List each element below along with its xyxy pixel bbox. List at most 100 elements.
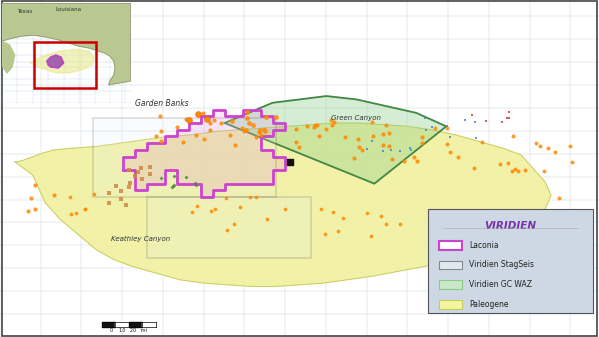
Point [443,123,452,128]
Point [429,126,439,131]
Point [240,128,249,133]
Bar [439,241,462,249]
Point [316,206,326,212]
Point [271,114,281,120]
Point [156,138,166,143]
Point [261,115,271,120]
Point [146,172,155,177]
Point [104,191,114,196]
Point [349,155,359,160]
Point [206,209,216,214]
Point [31,207,40,212]
Point [543,146,553,151]
Polygon shape [2,3,131,85]
Point [504,115,514,121]
Point [252,134,261,140]
Point [357,148,367,153]
Point [353,136,363,142]
Point [367,139,377,144]
Point [326,117,336,123]
Point [221,195,231,200]
Point [259,126,269,131]
Point [216,121,226,126]
Point [329,119,338,125]
Point [243,115,252,120]
Point [138,176,147,182]
Point [382,222,391,227]
Point [362,146,372,151]
Point [385,131,394,136]
Bar [93,118,276,197]
Point [328,123,337,128]
Point [399,158,409,163]
Point [320,232,330,237]
Point [235,205,244,210]
Point [469,166,479,171]
Point [205,127,214,133]
Polygon shape [47,55,63,68]
Point [471,119,480,124]
Point [256,132,266,138]
Point [280,207,290,212]
Point [71,211,81,216]
Point [520,167,530,173]
Point [209,117,219,122]
Bar [34,42,96,88]
Point [539,168,549,174]
Point [418,140,427,146]
Point [291,126,301,132]
Point [513,169,523,174]
Point [111,183,120,188]
Point [65,194,74,200]
Point [260,129,270,134]
Point [536,143,545,149]
Point [446,150,455,155]
Point [310,122,320,127]
Point [168,184,177,189]
Point [386,147,395,152]
Point [531,140,540,145]
Polygon shape [123,110,285,197]
Point [151,133,161,139]
Point [125,181,135,186]
Point [395,221,405,226]
Point [381,122,391,127]
Point [193,111,202,117]
Point [410,155,419,160]
Point [262,216,271,221]
Text: Texas: Texas [17,9,32,14]
Point [302,123,311,128]
Point [170,183,179,188]
Point [503,160,513,166]
Point [460,117,470,123]
Text: 0    10   20   mi: 0 10 20 mi [110,328,147,333]
Point [169,173,179,178]
Point [191,182,201,187]
Point [179,139,188,144]
Point [550,149,559,155]
Point [412,158,422,163]
Point [384,143,394,149]
Point [254,129,264,134]
Point [168,184,177,189]
Point [504,110,514,115]
Point [181,174,190,179]
Point [497,120,506,125]
Point [244,120,254,126]
Point [211,206,220,211]
Point [314,133,323,138]
Point [427,125,437,130]
Point [362,210,372,215]
Point [471,135,481,141]
Point [190,181,200,186]
Point [379,131,388,137]
Point [338,215,348,221]
Point [156,113,165,119]
Bar [439,300,462,309]
Point [191,132,201,138]
Point [205,120,214,126]
Point [50,193,59,198]
Point [355,144,364,150]
Point [187,209,197,215]
Text: Viridien GC WAZ: Viridien GC WAZ [469,280,532,289]
